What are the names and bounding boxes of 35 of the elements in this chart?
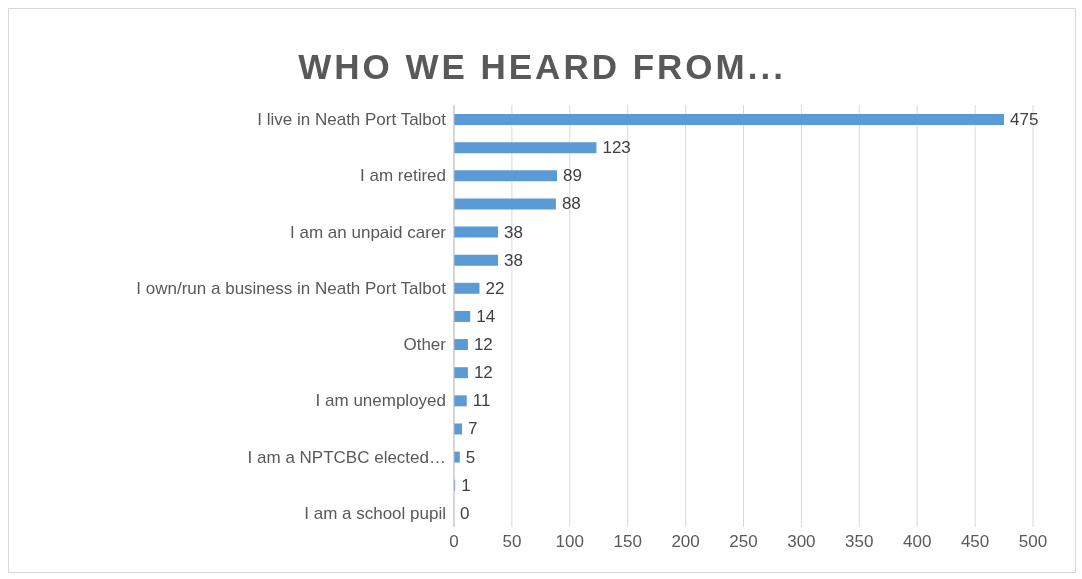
data-label: 12	[473, 363, 493, 383]
data-label: 14	[476, 306, 496, 326]
data-label: 11	[472, 391, 491, 411]
y-tick-label: I am unemployed	[315, 391, 446, 411]
x-tick-label: 100	[555, 532, 584, 552]
data-label: 5	[465, 447, 476, 467]
y-tick-label: I am retired	[360, 166, 446, 186]
y-tick-label: I am a NPTCBC elected…	[247, 447, 446, 467]
data-label: 0	[460, 503, 470, 523]
x-tick-label: 350	[845, 532, 874, 552]
data-label: 38	[504, 222, 523, 242]
x-tick-label: 250	[729, 532, 758, 552]
x-tick-label: 500	[1018, 532, 1048, 552]
x-tick-label: 50	[502, 532, 522, 552]
x-tick-label: 450	[960, 532, 990, 552]
x-tick-label: 0	[449, 532, 459, 552]
x-tick-label: 400	[903, 532, 932, 552]
data-label: 89	[563, 166, 582, 186]
data-label: 7	[468, 419, 478, 439]
data-label: 22	[485, 278, 505, 298]
data-label: 475	[1010, 110, 1039, 130]
y-tick-label: I live in Neath Port Talbot	[257, 110, 447, 130]
y-tick-label: I own/run a business in Neath Port Talbot	[136, 278, 447, 298]
y-tick-label: I am an unpaid carer	[290, 222, 447, 242]
x-tick-label: 300	[787, 532, 816, 552]
x-tick-label: 200	[671, 532, 700, 552]
data-label: 88	[561, 194, 581, 214]
y-tick-label: I am a school pupil	[304, 503, 446, 523]
data-label: 38	[504, 250, 523, 270]
chart-title: WHO WE HEARD FROM...	[297, 46, 787, 88]
data-label: 12	[473, 335, 493, 355]
data-label: 123	[602, 138, 631, 158]
y-tick-label: Other	[403, 335, 447, 355]
data-label: 1	[461, 475, 471, 495]
x-tick-label: 150	[613, 532, 642, 552]
